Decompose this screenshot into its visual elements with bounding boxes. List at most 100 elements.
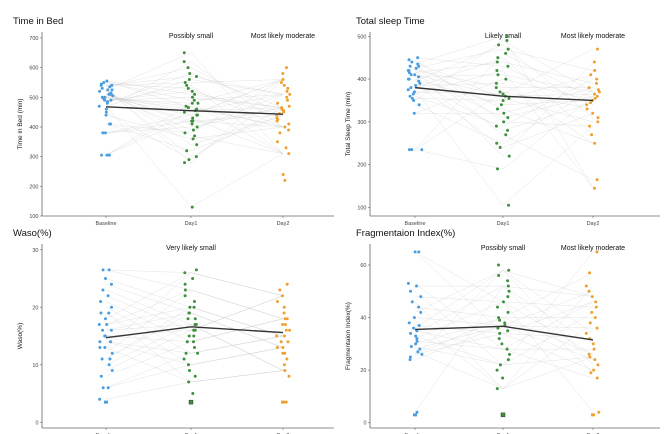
data-point <box>182 60 186 64</box>
data-point <box>407 321 411 325</box>
data-point <box>183 282 187 286</box>
y-tick-label: 200 <box>357 163 366 169</box>
subject-line <box>414 322 594 389</box>
data-point <box>591 111 595 115</box>
data-point <box>192 346 196 349</box>
y-tick-label: 600 <box>29 66 38 72</box>
data-point <box>109 98 113 102</box>
data-point <box>191 116 195 120</box>
subject-line <box>105 80 284 108</box>
data-point <box>412 98 416 102</box>
data-point <box>188 305 192 309</box>
data-point <box>409 345 413 349</box>
data-point <box>275 116 279 120</box>
data-point <box>592 92 596 96</box>
data-point <box>108 122 112 126</box>
data-point <box>99 300 103 303</box>
data-point <box>283 323 287 326</box>
data-point <box>414 334 418 338</box>
subject-line <box>105 114 284 151</box>
data-point <box>98 340 102 344</box>
y-axis-label: Time in Bed (min) <box>17 98 24 149</box>
subject-line <box>105 324 284 371</box>
data-point <box>407 148 411 152</box>
data-point <box>593 69 597 73</box>
subject-line <box>414 285 594 373</box>
data-point <box>284 66 288 70</box>
group-summary-marker <box>104 400 108 404</box>
x-tick-label: Day2 <box>277 221 290 227</box>
subject-line <box>105 94 284 113</box>
effect-size-annotation: Very likely small <box>166 245 216 252</box>
data-point <box>283 178 287 182</box>
data-point <box>591 342 595 346</box>
subject-line <box>105 335 284 354</box>
subject-line <box>414 36 594 189</box>
data-point <box>191 392 195 395</box>
data-point <box>496 107 499 111</box>
data-point <box>103 334 107 338</box>
data-point <box>497 337 501 341</box>
subject-line <box>414 53 594 150</box>
mean-line <box>105 106 284 115</box>
group-summary-marker <box>500 412 506 418</box>
data-point <box>412 316 416 320</box>
subject-line <box>105 79 284 134</box>
data-point <box>494 124 498 128</box>
data-point <box>495 69 499 73</box>
data-point <box>408 355 412 359</box>
subject-line <box>414 301 594 350</box>
subject-line <box>105 80 284 128</box>
data-point <box>98 397 102 401</box>
data-point <box>592 347 596 351</box>
data-point <box>281 346 285 349</box>
effect-size-annotation: Possibly small <box>481 245 526 252</box>
group-summary-marker <box>188 399 194 405</box>
data-point <box>282 305 286 309</box>
data-point <box>107 311 111 315</box>
y-tick-label: 10 <box>32 363 38 369</box>
data-point <box>280 294 284 298</box>
data-point <box>498 90 502 94</box>
data-point <box>195 143 199 147</box>
data-point <box>284 146 288 150</box>
data-point <box>275 140 279 144</box>
subject-line <box>414 89 594 206</box>
y-tick-label: 300 <box>29 155 38 161</box>
subject-line <box>105 97 284 128</box>
data-point <box>281 172 285 176</box>
data-point <box>407 77 411 81</box>
y-axis-label: Total Sleep Time (min) <box>345 92 352 157</box>
subject-line <box>414 61 594 84</box>
data-point <box>190 95 194 99</box>
data-point <box>506 128 510 132</box>
data-point <box>99 82 103 86</box>
data-point <box>507 154 511 158</box>
data-point <box>193 328 197 332</box>
data-point <box>585 103 589 107</box>
data-point <box>110 83 114 87</box>
data-point <box>275 334 279 338</box>
subject-line <box>414 57 594 105</box>
data-point <box>410 148 414 152</box>
subject-line <box>414 335 594 366</box>
data-point <box>499 103 503 107</box>
data-point <box>589 101 593 105</box>
subject-line <box>414 74 594 93</box>
data-point <box>110 88 114 92</box>
subject-line <box>414 61 594 157</box>
data-point <box>595 178 599 182</box>
data-point <box>497 316 501 320</box>
data-point <box>185 149 189 153</box>
data-point <box>414 83 418 87</box>
data-point <box>278 131 282 135</box>
data-point <box>409 289 413 293</box>
data-point <box>406 281 410 285</box>
y-tick-label: 700 <box>29 36 38 42</box>
data-point <box>190 205 194 209</box>
data-point <box>183 80 187 84</box>
data-point <box>587 289 591 293</box>
data-point <box>504 133 508 137</box>
data-point <box>196 351 200 355</box>
data-point <box>279 340 283 344</box>
